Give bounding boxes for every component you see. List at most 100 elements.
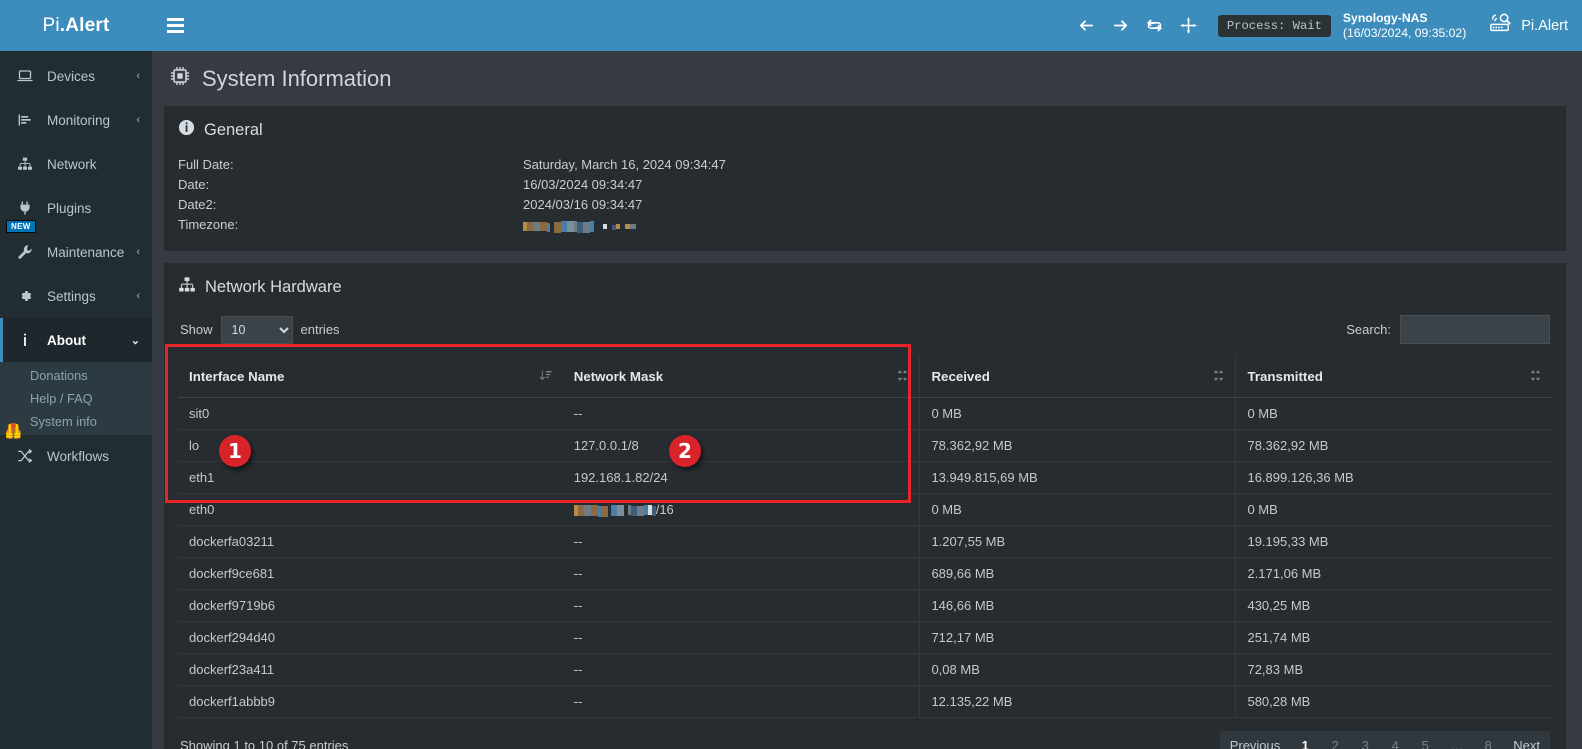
table-row[interactable]: dockerfa03211 -- 1.207,55 MB 19.195,33 MB xyxy=(178,525,1552,558)
pagination-4[interactable]: 4 xyxy=(1391,737,1399,749)
sidebar-item-plugins[interactable]: Plugins xyxy=(0,186,152,230)
datatable-footer: Showing 1 to 10 of 75 entries Previous 1 2… xyxy=(178,718,1552,749)
sidebar-item-about[interactable]: About ⌄ xyxy=(0,318,152,362)
chevron-left-icon: ‹ xyxy=(136,246,140,258)
cell-received: 0 MB xyxy=(919,397,1237,430)
datatable-controls: Show 102550100 entries Search: xyxy=(178,305,1552,356)
cell-transmitted: 251,74 MB xyxy=(1235,621,1552,654)
redacted-timezone xyxy=(523,220,636,233)
topbar: Process: Wait Synology-NAS (16/03/2024, … xyxy=(152,0,1582,51)
cell-network-mask: -- xyxy=(562,653,921,686)
network-hardware-body: Show 102550100 entries Search: xyxy=(164,299,1566,749)
arrow-right-icon[interactable] xyxy=(1104,0,1138,51)
chart-bar-icon xyxy=(17,112,39,128)
table-body: sit0 -- 0 MB 0 MB lo 127.0.0.1/8 78.362,92 MB 7… xyxy=(178,397,1552,718)
submenu-item-donations[interactable]: Donations xyxy=(30,368,88,383)
cell-received: 0 MB xyxy=(919,493,1237,526)
column-header-transmitted[interactable]: Transmitted xyxy=(1235,356,1552,398)
cell-interface-name: dockerf9ce681 xyxy=(178,557,563,590)
device-time: (16/03/2024, 09:35:02) xyxy=(1342,25,1467,40)
table-row[interactable]: eth1 192.168.1.82/24 13.949.815,69 MB 16.89… xyxy=(178,461,1552,494)
network-hardware-table: Interface Name xyxy=(178,356,1552,718)
sidebar-item-devices[interactable]: Devices ‹ xyxy=(0,54,152,98)
topbar-brand[interactable]: Pi.Alert xyxy=(1488,12,1568,39)
logo-prefix: Pi xyxy=(42,14,60,36)
page-length-label-before: Show xyxy=(180,322,213,337)
table-row[interactable]: lo 127.0.0.1/8 78.362,92 MB 78.362,92 MB xyxy=(178,429,1552,462)
pagination-2[interactable]: 2 xyxy=(1331,737,1339,749)
general-row-value: Saturday, March 16, 2024 09:34:47 xyxy=(523,157,726,172)
redacted-network-mask xyxy=(573,504,656,517)
cell-network-mask: -- xyxy=(562,685,921,718)
pagination-next[interactable]: Next xyxy=(1513,737,1540,749)
table-row[interactable]: sit0 -- 0 MB 0 MB xyxy=(178,397,1552,430)
search-control: Search: xyxy=(1346,315,1550,344)
chevron-down-icon: ⌄ xyxy=(130,334,140,347)
sitemap-icon xyxy=(17,156,39,172)
cell-interface-name: dockerf294d40 xyxy=(178,621,563,654)
network-mask-suffix: /16 xyxy=(655,502,674,517)
sidebar-item-settings[interactable]: Settings ‹ xyxy=(0,274,152,318)
logo-suffix: Alert xyxy=(65,14,110,36)
column-header-interface-name[interactable]: Interface Name xyxy=(178,356,563,398)
general-row-key: Timezone: xyxy=(178,217,239,232)
page-length-control: Show 102550100 entries xyxy=(180,315,340,344)
page-title: System Information xyxy=(164,51,1566,106)
pagination-1[interactable]: 1 xyxy=(1301,737,1309,749)
table-row[interactable]: dockerf9719b6 -- 146,66 MB 430,25 MB xyxy=(178,589,1552,622)
submenu-item-help-faq[interactable]: Help / FAQ xyxy=(30,391,93,406)
cell-received: 13.949.815,69 MB xyxy=(919,461,1237,494)
sidebar-item-monitoring[interactable]: Monitoring ‹ xyxy=(0,98,152,142)
arrow-left-icon[interactable] xyxy=(1070,0,1104,51)
page-length-select[interactable]: 102550100 xyxy=(220,315,293,344)
pagination-previous[interactable]: Previous xyxy=(1229,737,1281,749)
info-icon xyxy=(17,332,39,348)
pagination-3[interactable]: 3 xyxy=(1361,737,1369,749)
cell-transmitted: 16.899.126,36 MB xyxy=(1235,461,1552,494)
app-logo[interactable]: Pi. Alert xyxy=(0,0,152,51)
search-input[interactable] xyxy=(1400,315,1550,344)
table-row[interactable]: eth0/16 0 MB 0 MB xyxy=(178,493,1552,526)
cell-received: 689,66 MB xyxy=(919,557,1237,590)
sidebar-item-label: Workflows xyxy=(47,448,110,464)
new-badge: NEW xyxy=(6,220,36,233)
table-row[interactable]: dockerf1abbb9 -- 12.135,22 MB 580,28 MB xyxy=(178,685,1552,718)
sidebar-item-workflows[interactable]: 🦺 Workflows xyxy=(0,424,152,477)
info-circle-icon xyxy=(178,119,195,141)
general-row-key: Full Date: xyxy=(178,157,234,172)
chevron-left-icon: ‹ xyxy=(136,114,140,126)
pagination-8[interactable]: 8 xyxy=(1484,737,1492,749)
sidebar-item-maintenance[interactable]: NEW Maintenance ‹ xyxy=(0,220,152,274)
general-row: Date: 16/03/2024 09:34:47 xyxy=(178,175,1552,195)
wrench-icon xyxy=(17,244,39,260)
pagination-[interactable]: … xyxy=(1450,737,1464,749)
table-head: Interface Name xyxy=(178,356,1552,398)
hamburger-icon[interactable] xyxy=(152,0,198,51)
main-area: Process: Wait Synology-NAS (16/03/2024, … xyxy=(152,0,1582,749)
about-submenu: Donations Help / FAQ System info xyxy=(0,362,152,435)
general-row: Full Date: Saturday, March 16, 2024 09:3… xyxy=(178,155,1552,175)
submenu-item-system-info[interactable]: System info xyxy=(30,414,97,429)
general-panel-body: Full Date: Saturday, March 16, 2024 09:3… xyxy=(164,141,1566,251)
column-header-received[interactable]: Received xyxy=(919,356,1237,398)
table-row[interactable]: dockerf294d40 -- 712,17 MB 251,74 MB xyxy=(178,621,1552,654)
sidebar-item-label: Plugins xyxy=(47,200,92,216)
pagination-5[interactable]: 5 xyxy=(1421,737,1429,749)
device-name: Synology-NAS xyxy=(1342,10,1428,25)
cell-interface-name: dockerfa03211 xyxy=(178,525,563,558)
cell-interface-name: eth0 xyxy=(178,493,563,526)
sort-none-icon xyxy=(897,369,908,385)
sidebar-item-label: Monitoring xyxy=(47,112,111,128)
sidebar-item-network[interactable]: Network xyxy=(0,142,152,186)
column-header-network-mask[interactable]: Network Mask xyxy=(562,356,921,398)
network-hardware-title: Network Hardware xyxy=(205,278,342,296)
sidebar-item-label: Devices xyxy=(47,68,96,84)
table-row[interactable]: dockerf9ce681 -- 689,66 MB 2.171,06 MB xyxy=(178,557,1552,590)
topbar-brand-label: Pi.Alert xyxy=(1521,17,1568,34)
table-row[interactable]: dockerf23a411 -- 0,08 MB 72,83 MB xyxy=(178,653,1552,686)
cell-interface-name: dockerf9719b6 xyxy=(178,589,563,622)
cell-received: 12.135,22 MB xyxy=(919,685,1237,718)
refresh-icon[interactable] xyxy=(1138,0,1172,51)
chevron-left-icon: ‹ xyxy=(136,290,140,302)
arrows-move-icon[interactable] xyxy=(1172,0,1206,51)
